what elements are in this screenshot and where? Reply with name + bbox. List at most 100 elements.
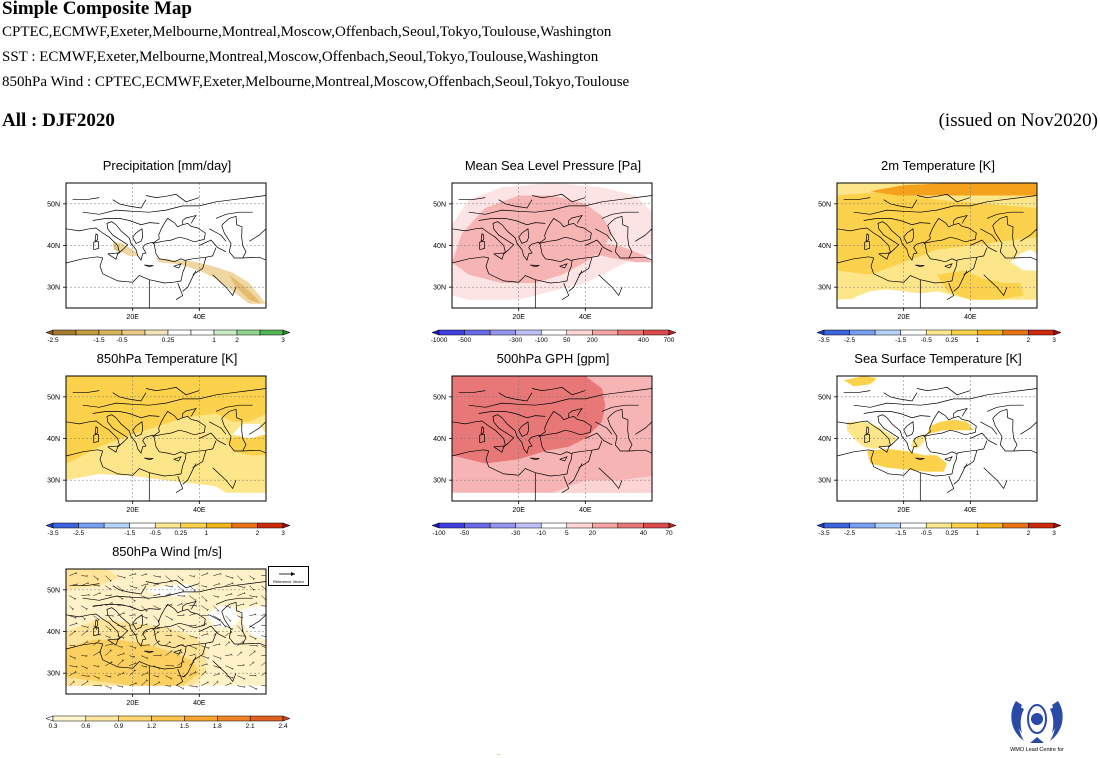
lon-label: 40E bbox=[193, 314, 206, 321]
wind-vector-icon bbox=[129, 670, 135, 676]
wind-vector-icon bbox=[249, 585, 254, 590]
coastline bbox=[72, 197, 100, 201]
lon-label: 40E bbox=[579, 314, 592, 321]
coastline bbox=[837, 414, 958, 477]
wind-vector-icon bbox=[69, 615, 76, 618]
coastline bbox=[94, 233, 99, 242]
wind-vector-icon bbox=[201, 573, 207, 576]
coastline bbox=[578, 257, 593, 275]
coastline bbox=[953, 463, 968, 485]
wind-vector-icon bbox=[153, 641, 159, 646]
coastline bbox=[212, 274, 237, 297]
coastline bbox=[82, 388, 266, 408]
reference-arrow-icon bbox=[279, 572, 295, 576]
wind-vector-icon bbox=[129, 595, 135, 601]
colorbar-label: -10 bbox=[537, 530, 547, 536]
wind-vector-icon bbox=[117, 625, 125, 627]
coastline bbox=[82, 581, 266, 601]
colorbar-label: -2.5 bbox=[73, 530, 85, 536]
sst-map: 50N 40N 30N 20E 40E -3.5 -2.5 -1.5 -0.5 0.25 1 2 3 bbox=[816, 375, 1062, 536]
coastline bbox=[94, 426, 99, 435]
lat-label: 30N bbox=[433, 285, 446, 292]
lat-label: 40N bbox=[47, 436, 60, 443]
coastline bbox=[992, 215, 1018, 259]
coastline bbox=[93, 240, 100, 251]
coastline bbox=[182, 407, 197, 418]
coastline bbox=[986, 404, 1024, 412]
coastline bbox=[182, 214, 197, 225]
anomaly-shading bbox=[1010, 249, 1037, 271]
coastline bbox=[843, 390, 871, 394]
wind-vector-icon bbox=[237, 575, 242, 580]
coastline bbox=[107, 445, 119, 453]
coastline bbox=[479, 240, 486, 251]
wind-vector-icon bbox=[213, 665, 220, 668]
coastline bbox=[568, 214, 583, 225]
anomaly-shading bbox=[843, 376, 877, 387]
coastline bbox=[585, 432, 613, 446]
anomaly-shading bbox=[585, 241, 652, 263]
coastline bbox=[970, 432, 998, 446]
lat-label: 50N bbox=[433, 201, 446, 208]
lat-label: 30N bbox=[47, 671, 60, 678]
coastline bbox=[209, 614, 227, 628]
coastline bbox=[864, 433, 871, 444]
wind-vector-icon bbox=[177, 603, 182, 606]
coastline bbox=[112, 199, 147, 209]
wind-vector-icon bbox=[189, 595, 196, 601]
precip-models-list: CPTEC,ECMWF,Exeter,Melbourne,Montreal,Mo… bbox=[2, 24, 612, 40]
wind-vector-icon bbox=[261, 635, 266, 637]
coastline bbox=[970, 239, 998, 253]
wind-vector-icon bbox=[129, 585, 136, 589]
coastline bbox=[212, 467, 237, 490]
wind-vector-icon bbox=[261, 645, 266, 649]
map-area bbox=[66, 376, 266, 501]
lon-label: 40E bbox=[193, 700, 206, 707]
coastline bbox=[853, 388, 1037, 408]
colorbar-label: -2.5 bbox=[47, 337, 59, 343]
coastline bbox=[498, 392, 533, 402]
coastline bbox=[992, 408, 1018, 452]
coastline bbox=[132, 614, 144, 630]
wind-vector-icon bbox=[117, 653, 124, 656]
wind-vector-icon bbox=[153, 625, 159, 628]
wind-vector-icon bbox=[81, 681, 88, 686]
wind-vector-icon bbox=[189, 635, 197, 638]
coastline bbox=[493, 445, 505, 453]
coastline bbox=[92, 604, 160, 612]
lat-label: 40N bbox=[47, 629, 60, 636]
wind-vector-icon bbox=[105, 675, 110, 677]
map-area bbox=[452, 183, 652, 308]
coastline bbox=[173, 456, 182, 462]
wind-vector-icon bbox=[105, 685, 111, 689]
lon-label: 40E bbox=[579, 507, 592, 514]
wind-vector-icon bbox=[69, 665, 77, 667]
wind-vector-icon bbox=[81, 605, 87, 609]
colorbar-label: -300 bbox=[509, 337, 522, 343]
coastline bbox=[209, 228, 227, 242]
coastline bbox=[944, 263, 953, 269]
wind-vector-icon bbox=[129, 623, 136, 626]
coastline bbox=[878, 252, 890, 260]
wind-vector-icon bbox=[237, 685, 244, 688]
wind-vector-icon bbox=[225, 615, 230, 621]
lat-label: 40N bbox=[818, 243, 831, 250]
wind-vector-icon bbox=[141, 655, 147, 659]
wmo-logo: WMO Lead Centre for bbox=[1002, 693, 1072, 755]
sst-panel: Sea Surface Temperature [K] 50N 40N 30N 20E… bbox=[803, 351, 1073, 536]
wind-vector-icon bbox=[141, 624, 147, 626]
wind-vector-icon bbox=[261, 585, 266, 589]
coastline bbox=[72, 583, 100, 587]
coastline bbox=[212, 660, 237, 683]
coastline bbox=[1013, 449, 1037, 454]
colorbar: -100 -50 -30 -10 5 20 40 70 bbox=[431, 522, 677, 536]
lat-label: 40N bbox=[818, 436, 831, 443]
lon-label: 20E bbox=[897, 507, 910, 514]
wind-vector-icon bbox=[177, 614, 184, 616]
wind-vector-icon bbox=[201, 605, 208, 610]
wind-vector-icon bbox=[201, 585, 206, 587]
wind-vector-icon bbox=[105, 662, 112, 666]
colorbar: -3.5 -2.5 -1.5 -0.5 0.25 1 2 3 bbox=[816, 522, 1062, 536]
coastline bbox=[843, 197, 871, 201]
coastline bbox=[628, 256, 652, 261]
